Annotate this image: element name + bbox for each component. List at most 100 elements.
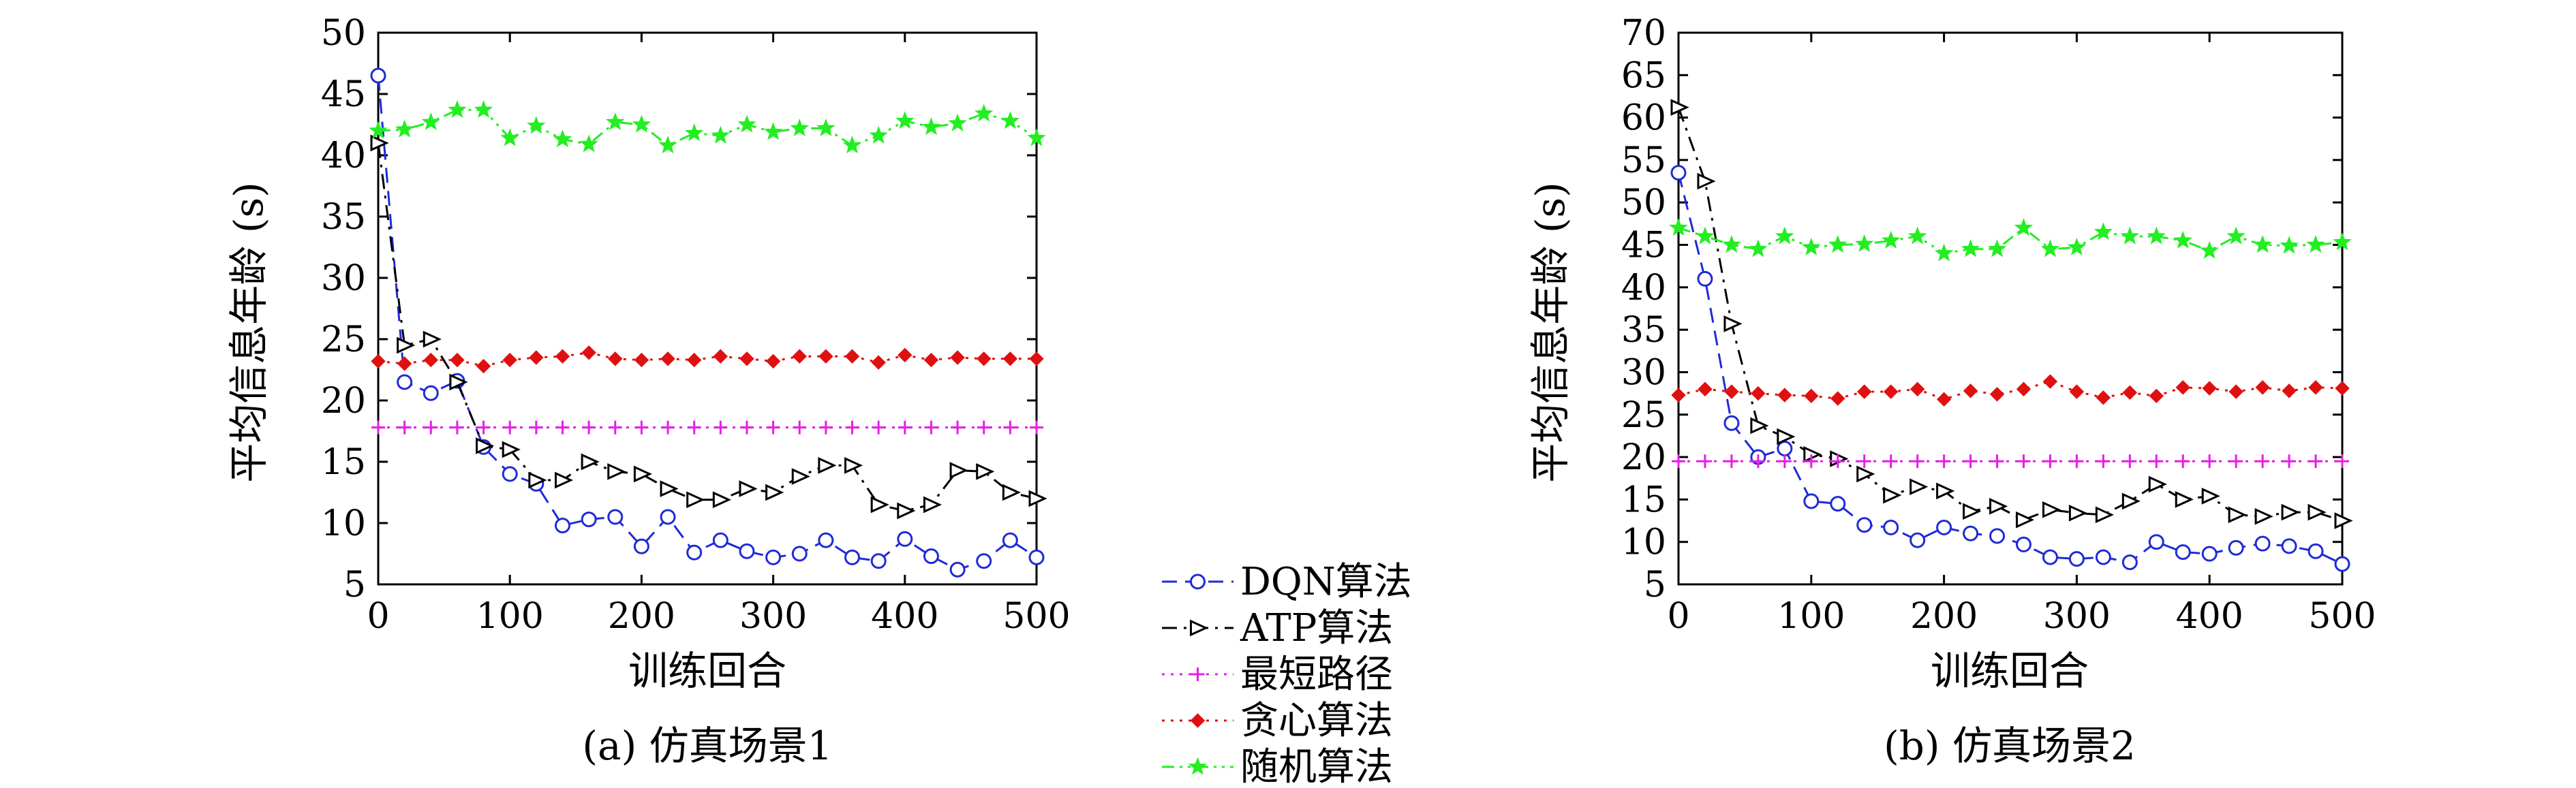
data-point-a-1 [844,457,863,474]
data-point-b-4 [1961,239,1980,257]
data-point-a-3 [502,352,517,368]
data-point-b-4 [1749,239,1768,257]
data-point-b-0 [1723,415,1740,431]
data-point-b-1 [2148,475,2167,493]
data-point-b-1 [1697,172,1716,190]
data-point-b-4 [2226,226,2245,245]
data-point-b-3 [2202,381,2217,396]
x-tick-label: 300 [739,596,807,637]
data-point-a-4 [421,112,440,131]
data-point-a-3 [871,355,886,370]
data-point-b-2 [2096,454,2111,469]
data-point-b-0 [1697,270,1713,287]
data-point-a-1 [1028,490,1047,507]
data-point-b-2 [1751,454,1765,469]
data-point-a-4 [1000,111,1020,129]
y-tick-label: 15 [1621,479,1666,520]
plot-area-a: 0 100 200 300 400 500 5 10 15 20 25 30 35 40 45 50 [321,13,1071,637]
data-point-b-2 [1672,454,1685,469]
data-point-a-3 [977,351,992,366]
data-point-b-0 [1670,165,1687,181]
data-point-b-0 [1856,517,1873,533]
data-point-b-3 [1671,388,1686,403]
data-point-a-2 [450,420,464,435]
data-point-a-0 [949,561,966,578]
series-line-a-1 [377,142,1037,512]
data-point-b-2 [1724,454,1738,469]
data-point-b-2 [1698,454,1712,469]
data-point-a-1 [502,441,521,458]
y-tick-label: 50 [1621,183,1666,223]
data-point-b-3 [1724,384,1739,399]
data-point-a-1 [528,471,547,489]
data-point-b-3 [2255,380,2270,395]
data-point-b-1 [2281,503,2300,521]
data-point-b-1 [2201,488,2220,505]
data-point-a-0 [870,553,887,569]
data-point-a-0 [1028,549,1045,565]
data-point-b-1 [1723,315,1743,332]
data-point-a-3 [450,352,465,368]
y-tick-label: 35 [321,197,366,238]
data-point-a-1 [870,496,889,514]
data-point-a-1 [581,453,600,471]
data-point-a-0 [686,544,703,561]
data-point-b-2 [1777,454,1792,469]
xlabel-b: 训练回合 [1931,648,2089,694]
x-tick-label: 400 [871,596,938,637]
data-point-a-3 [660,351,675,366]
data-point-a-4 [395,119,414,138]
data-point-b-2 [1963,454,1978,469]
data-point-b-4 [1696,226,1715,245]
data-point-b-0 [2201,546,2218,562]
data-point-b-1 [1670,99,1689,116]
data-point-b-3 [1936,392,1952,407]
data-point-a-2 [582,420,596,435]
data-point-a-3 [581,345,596,360]
data-point-a-3 [371,353,386,369]
data-point-a-4 [474,99,493,119]
y-tick-label: 25 [1621,395,1666,436]
legend-marker [1190,713,1206,728]
data-point-b-1 [2121,492,2141,510]
data-point-b-2 [2176,454,2190,469]
data-point-a-3 [739,351,754,366]
y-tick-label: 70 [1621,13,1666,54]
data-point-a-0 [897,531,913,547]
panel-b: 0 100 200 300 400 500 510152025303540455055606… [1527,13,2376,769]
data-point-b-1 [2015,511,2035,529]
data-point-b-3 [2308,380,2323,395]
data-point-a-2 [714,420,728,435]
data-point-a-2 [529,420,543,435]
data-point-a-3 [1002,351,1018,366]
data-point-a-0 [397,374,413,390]
data-point-a-1 [476,437,495,454]
data-point-b-1 [1936,482,1955,500]
y-tick-label: 40 [321,136,366,176]
data-point-a-1 [554,471,574,489]
y-tick-label: 65 [1621,55,1666,96]
data-point-a-0 [581,511,597,528]
data-point-b-2 [2043,454,2057,469]
data-point-a-2 [634,420,649,435]
data-point-a-1 [897,502,916,520]
data-point-b-2 [1884,454,1898,469]
data-point-a-4 [737,114,756,133]
data-point-b-3 [2069,384,2085,399]
data-point-b-3 [2228,384,2243,399]
data-point-b-3 [1857,384,1872,399]
data-point-b-4 [1987,239,2007,257]
data-point-a-3 [818,349,833,364]
legend-item: DQN算法 [1162,560,1412,604]
data-point-a-4 [527,116,546,134]
y-tick-label: 5 [343,565,366,605]
data-point-a-4 [606,112,625,131]
data-point-b-2 [2123,454,2137,469]
data-point-b-3 [2175,380,2190,395]
series-line-b-1 [1677,107,2343,522]
data-point-a-2 [898,420,912,435]
data-point-b-4 [1881,230,1901,249]
data-point-a-2 [766,420,780,435]
data-point-a-0 [765,549,782,565]
